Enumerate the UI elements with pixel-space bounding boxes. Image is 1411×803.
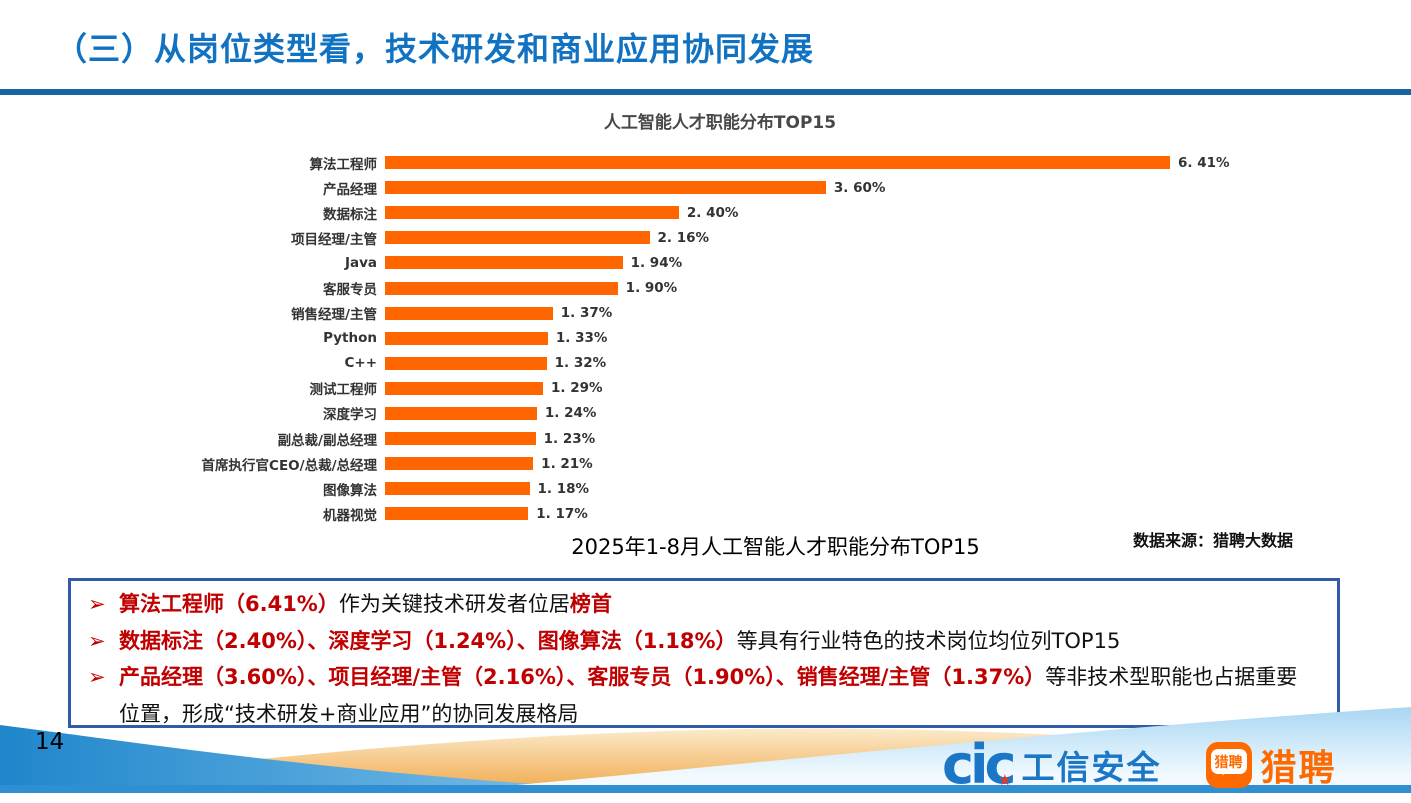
blue-wave [0,725,700,793]
bar [385,281,618,295]
bullet-arrow-icon: ➢ [88,665,106,689]
bar [385,256,623,270]
bar [385,381,543,395]
bar-rows: 算法工程师 6. 41% 产品经理 3. 60% 数据标注 2. 40% 项目经理/主管 2.… [150,150,1290,526]
bar [385,432,536,446]
bar-row: 深度学习 1. 24% [150,401,1290,426]
bar-row: C++ 1. 32% [150,351,1290,376]
bar [385,356,547,370]
bar [385,156,1170,170]
bar-row: Python 1. 33% [150,326,1290,351]
bar [385,181,826,195]
bar-category-label: 产品经理 [323,181,377,198]
summary-box: ➢ 算法工程师（6.41%）作为关键技术研发者位居榜首 ➢ 数据标注（2.40%）、深… [68,578,1340,728]
bar-row: 副总裁/副总经理 1. 23% [150,426,1290,451]
bar [385,331,548,345]
bar-category-label: 测试工程师 [309,382,378,399]
bar-value-label: 1. 29% [550,380,603,397]
bar-row: 销售经理/主管 1. 37% [150,301,1290,326]
bar-value-label: 3. 60% [833,179,886,196]
bar-value-label: 1. 21% [541,455,593,472]
bar-category-label: 首席执行官CEO/总裁/总经理 [201,457,377,474]
bar-category-label: 机器视觉 [323,507,377,524]
bar [385,206,679,220]
bullet-text: 作为关键技术研发者位居 [338,592,570,616]
page-number: 14 [35,729,65,755]
data-source-label: 数据来源：猎聘大数据 [1132,531,1293,550]
bar-value-label: 1. 32% [554,355,607,372]
bar [385,482,530,496]
summary-bullet: ➢ 算法工程师（6.41%）作为关键技术研发者位居榜首 [85,586,1301,623]
bar-value-label: 1. 17% [536,505,588,522]
bar-value-label: 1. 18% [537,480,590,497]
bullet-text: 等非技术型职能也占据重要位置，形成“技术研发+商业应用”的协同发展格局 [119,665,1298,726]
footer-decorative-waves [0,707,1411,793]
bar-category-label: 副总裁/副总经理 [277,432,377,449]
liepin-brand-text: 猎聘 [1260,748,1337,789]
bar-value-label: 1. 90% [625,280,678,297]
cic-logo: cic ★ 工信安全 [942,738,1162,792]
bullet-emphasis-text: 数据标注（2.40%）、深度学习（1.24%）、图像算法（1.18%） [119,628,737,653]
bar-category-label: 图像算法 [323,482,377,499]
bar [385,231,650,245]
bar-row: 机器视觉 1. 17% [150,501,1290,526]
bar-value-label: 1. 94% [630,254,683,271]
bar-category-label: 深度学习 [323,407,377,424]
summary-bullet: ➢ 产品经理（3.60%）、项目经理/主管（2.16%）、客服专员（1.90%）、… [85,659,1301,732]
bar [385,406,537,420]
bar-chart: 人工智能人才职能分布TOP15 算法工程师 6. 41% 产品经理 3. 60% 数据标… [150,108,1290,526]
bar-value-label: 2. 16% [657,229,710,246]
bullet-emphasis-text: 算法工程师（6.41%） [119,592,339,616]
chart-title: 人工智能人才职能分布TOP15 [603,113,837,133]
bar-category-label: 算法工程师 [309,156,378,173]
title-divider [0,89,1411,95]
bullet-emphasis-text: 产品经理（3.60%）、项目经理/主管（2.16%）、客服专员（1.90%）、销… [119,665,1046,689]
bar-row: Java 1. 94% [150,250,1290,275]
bar-row: 项目经理/主管 2. 16% [150,225,1290,250]
slide-title: （三）从岗位类型看，技术研发和商业应用协同发展 [55,30,815,68]
bar [385,507,529,521]
bullet-text: 等具有行业特色的技术岗位均位列TOP15 [736,628,1121,653]
bar-category-label: Python [323,330,377,347]
bullet-arrow-icon: ➢ [88,628,106,653]
liepin-badge-icon: 猎聘 [1205,742,1252,788]
cic-logo-letters: cic ★ [942,738,1017,792]
liepin-logo: 猎聘 猎聘 [1205,739,1337,791]
bar-value-label: 1. 37% [560,305,613,322]
chart-caption: 2025年1-8月人工智能人才职能分布TOP15 [571,535,980,559]
footer-strip [0,785,1411,793]
star-icon: ★ [998,771,1012,789]
bar-row: 客服专员 1. 90% [150,275,1290,300]
bar [385,457,534,471]
lightblue-wave [430,707,1411,793]
bar-category-label: 客服专员 [323,282,377,299]
bar [385,306,553,320]
bar-row: 产品经理 3. 60% [150,175,1290,200]
summary-bullet: ➢ 数据标注（2.40%）、深度学习（1.24%）、图像算法（1.18%）等具有行… [85,623,1301,660]
bar-value-label: 1. 24% [544,405,597,422]
footer-brands: cic ★ 工信安全 猎聘 猎聘 [942,738,1337,792]
bar-category-label: 销售经理/主管 [291,307,377,324]
bar-row: 首席执行官CEO/总裁/总经理 1. 21% [150,451,1290,476]
bar-value-label: 1. 23% [543,430,596,447]
bullet-arrow-icon: ➢ [88,592,106,616]
bar-value-label: 1. 33% [555,330,608,347]
bar-category-label: 项目经理/主管 [291,231,377,248]
bar-row: 图像算法 1. 18% [150,476,1290,501]
cic-brand-text: 工信安全 [1021,748,1162,787]
bar-value-label: 6. 41% [1178,154,1230,171]
bar-category-label: C++ [344,355,377,372]
bar-row: 测试工程师 1. 29% [150,376,1290,401]
bar-row: 算法工程师 6. 41% [150,150,1290,175]
bar-category-label: 数据标注 [323,206,377,223]
liepin-speech-bubble-icon: 猎聘 [1210,749,1247,774]
bullet-emphasis-text: 榜首 [569,592,612,616]
bar-value-label: 2. 40% [686,204,739,221]
bar-category-label: Java [344,254,377,271]
bar-row: 数据标注 2. 40% [150,200,1290,225]
